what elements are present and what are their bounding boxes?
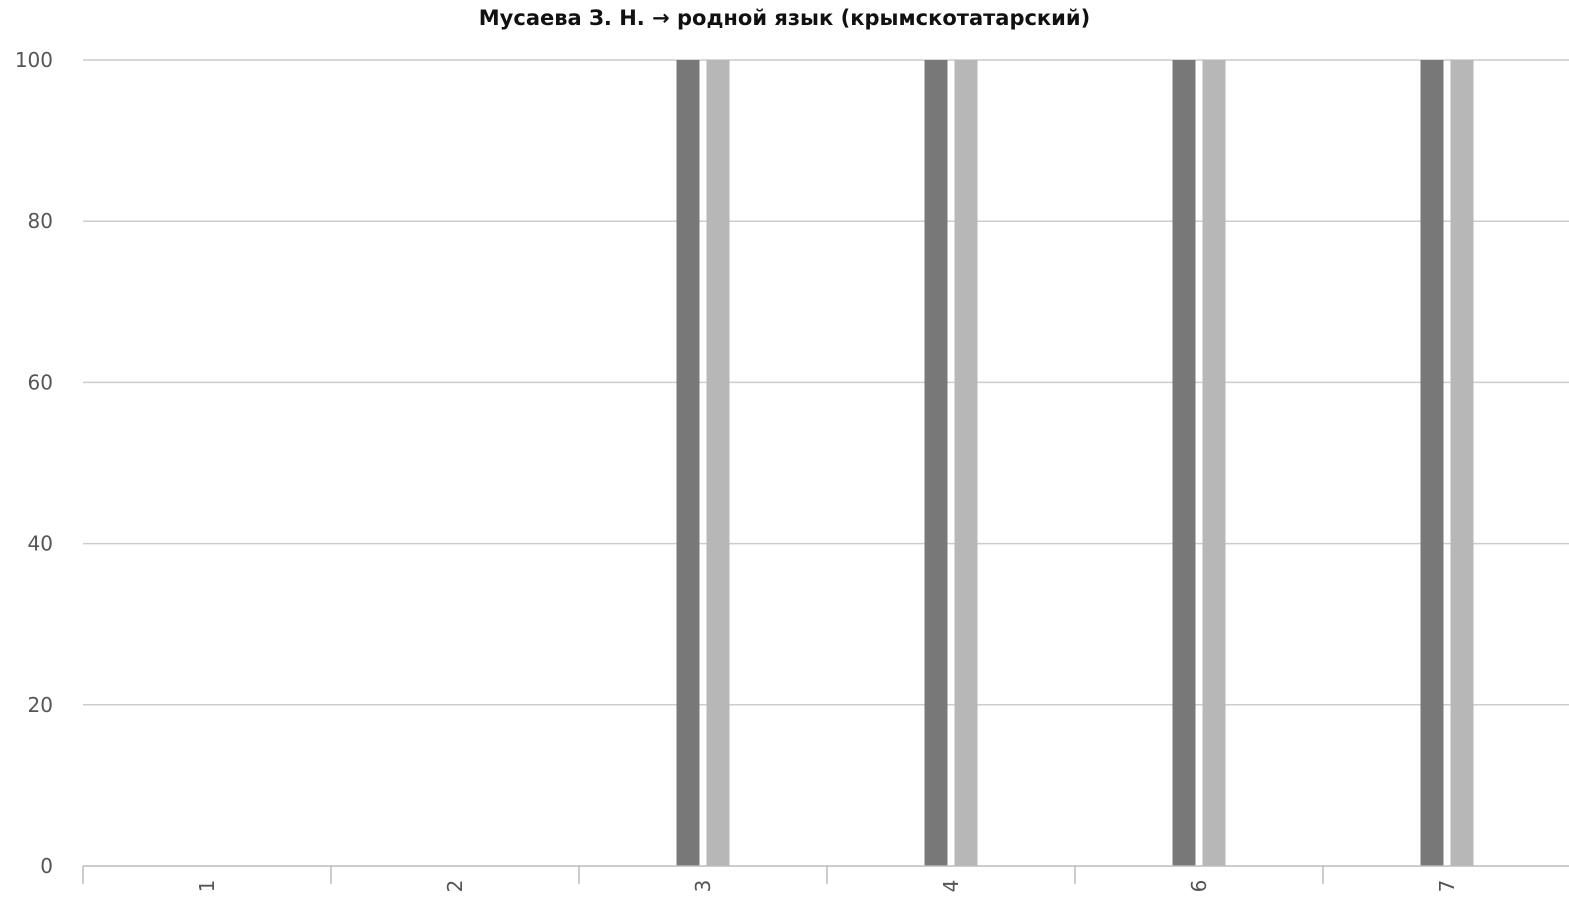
bar-series-1-cat-6	[1172, 60, 1196, 866]
bar-series-2-cat-3	[706, 60, 730, 866]
y-tick-label: 40	[28, 532, 53, 556]
x-tick-label: 4	[939, 880, 963, 893]
gridlines	[83, 59, 1569, 706]
bar-series-2-cat-4	[954, 60, 978, 866]
x-axis-ticks: 1 2 3 4 6 7	[195, 880, 1459, 893]
y-tick-label: 80	[28, 209, 53, 233]
x-tick-label: 1	[195, 880, 219, 893]
y-tick-label: 100	[15, 48, 53, 72]
x-axis	[82, 865, 1569, 884]
bar-series-1-cat-7	[1420, 60, 1444, 866]
y-tick-label: 20	[28, 693, 53, 717]
bar-series-1-cat-4	[924, 60, 948, 866]
chart-title: Мусаева З. Н. → родной язык (крымскотата…	[478, 6, 1091, 30]
x-tick-label: 7	[1435, 880, 1459, 893]
bar-series-2-cat-7	[1450, 60, 1474, 866]
x-tick-label: 3	[691, 880, 715, 893]
y-tick-label: 0	[40, 854, 53, 878]
y-axis-ticks: 0 20 40 60 80 100	[15, 48, 53, 878]
bar-series-1-cat-3	[676, 60, 700, 866]
x-tick-label: 2	[443, 880, 467, 893]
bar-series-2-cat-6	[1202, 60, 1226, 866]
bars	[676, 60, 1474, 866]
x-tick-label: 6	[1187, 880, 1211, 893]
y-tick-label: 60	[28, 370, 53, 394]
